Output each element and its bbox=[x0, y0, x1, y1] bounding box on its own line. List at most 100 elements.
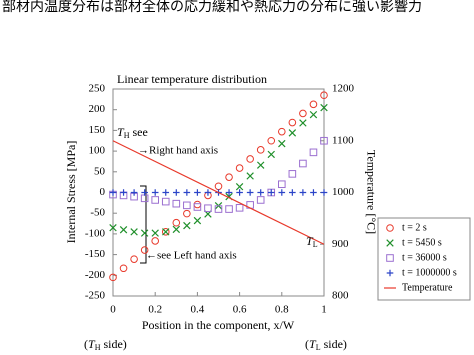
data-point bbox=[225, 173, 233, 181]
data-point bbox=[162, 228, 170, 236]
y-tick-label: -250 bbox=[85, 290, 106, 302]
data-point bbox=[267, 150, 275, 159]
y2-tick-label: 800 bbox=[332, 290, 349, 302]
data-point bbox=[194, 189, 201, 196]
side-label-part: side) bbox=[321, 337, 347, 351]
data-point bbox=[246, 155, 254, 163]
data-point bbox=[151, 229, 159, 237]
annotation-part: T bbox=[306, 234, 314, 248]
side-label-part: T bbox=[88, 337, 96, 351]
data-point bbox=[289, 189, 296, 196]
data-point bbox=[119, 226, 128, 234]
data-point bbox=[183, 209, 191, 218]
x-tick-label: 1 bbox=[321, 304, 327, 316]
side-label-part: ( bbox=[84, 337, 88, 351]
data-point bbox=[151, 237, 159, 245]
side-label-part: L bbox=[316, 343, 321, 352]
y-axis-label: Internal Stress [MPa] bbox=[64, 141, 78, 244]
x-tick-label: 0.8 bbox=[275, 304, 289, 316]
x-tick-label: 0.6 bbox=[233, 304, 247, 316]
legend-swatch bbox=[386, 239, 394, 247]
annotation: ←see Left hand axis bbox=[146, 250, 237, 262]
data-point bbox=[278, 139, 286, 148]
data-point bbox=[299, 109, 307, 118]
y-tick-label: 0 bbox=[100, 186, 106, 198]
chart-title: Linear temperature distribution bbox=[117, 72, 267, 86]
data-point bbox=[235, 182, 244, 191]
data-point bbox=[109, 189, 117, 196]
y2-tick-label: 1000 bbox=[332, 186, 355, 198]
legend-label: t = 36000 s bbox=[402, 252, 447, 263]
data-point bbox=[299, 189, 307, 196]
data-point bbox=[193, 200, 202, 209]
y2-tick-label: 1200 bbox=[332, 83, 355, 95]
data-point bbox=[162, 189, 170, 196]
data-point bbox=[172, 225, 181, 234]
data-point bbox=[151, 189, 159, 196]
y2-axis-label: Temperature [°C] bbox=[364, 150, 378, 234]
data-point bbox=[320, 91, 328, 100]
y-tick-label: 250 bbox=[89, 83, 106, 95]
data-point bbox=[161, 197, 170, 206]
annotation-part: T bbox=[117, 125, 125, 139]
data-point bbox=[235, 164, 244, 172]
data-line bbox=[112, 140, 325, 245]
data-point bbox=[320, 103, 328, 112]
data-point bbox=[140, 229, 149, 237]
bracket bbox=[140, 185, 147, 264]
data-point bbox=[310, 189, 317, 196]
legend-swatch bbox=[386, 254, 394, 262]
data-point bbox=[183, 201, 191, 210]
data-point bbox=[288, 118, 297, 127]
side-label: (TH side) bbox=[84, 337, 127, 352]
data-point bbox=[309, 110, 318, 119]
annotation: →Right hand axis bbox=[138, 145, 218, 157]
annotation: TL bbox=[306, 234, 318, 249]
data-point bbox=[278, 189, 286, 196]
data-point bbox=[204, 204, 212, 213]
data-point bbox=[225, 189, 233, 196]
data-point bbox=[267, 136, 276, 145]
legend-swatch bbox=[386, 224, 394, 232]
y-tick-label: -100 bbox=[85, 227, 106, 239]
y-tick-label: 100 bbox=[89, 145, 106, 157]
data-point bbox=[173, 189, 180, 196]
data-point bbox=[320, 189, 328, 196]
annotation-part: H bbox=[124, 131, 130, 140]
y-tick-label: -50 bbox=[90, 207, 105, 219]
data-point bbox=[235, 204, 244, 212]
data-point bbox=[246, 189, 254, 196]
annotation-part: see bbox=[129, 125, 147, 139]
y-tick-label: -150 bbox=[85, 248, 106, 260]
annotation-part: L bbox=[313, 240, 318, 249]
legend-label: t = 5450 s bbox=[402, 237, 442, 248]
x-axis-label: Position in the component, x/W bbox=[142, 318, 295, 332]
legend-swatch bbox=[386, 269, 394, 277]
data-point bbox=[140, 246, 149, 254]
annotation: TH see bbox=[117, 125, 148, 140]
data-point bbox=[140, 194, 149, 203]
y-tick-label: 200 bbox=[89, 103, 106, 115]
data-point bbox=[256, 196, 265, 204]
data-point bbox=[141, 189, 148, 196]
data-point bbox=[278, 180, 286, 189]
legend-label: Temperature bbox=[402, 282, 453, 293]
data-point bbox=[246, 172, 254, 180]
legend-label: t = 1000000 s bbox=[402, 267, 457, 278]
side-label-part: T bbox=[309, 337, 317, 351]
data-point bbox=[320, 136, 328, 145]
data-point bbox=[214, 182, 223, 191]
data-point bbox=[109, 273, 117, 282]
data-point bbox=[267, 189, 275, 196]
y2-tick-label: 900 bbox=[332, 238, 349, 250]
data-point bbox=[309, 100, 318, 109]
data-point bbox=[151, 196, 159, 204]
side-label-part: H bbox=[95, 343, 101, 352]
x-tick-label: 0.2 bbox=[148, 304, 162, 316]
x-tick-label: 0.4 bbox=[191, 304, 205, 316]
side-label-part: ( bbox=[305, 337, 309, 351]
side-label: (TL side) bbox=[305, 337, 347, 352]
data-point bbox=[278, 127, 286, 136]
data-point bbox=[172, 199, 181, 208]
